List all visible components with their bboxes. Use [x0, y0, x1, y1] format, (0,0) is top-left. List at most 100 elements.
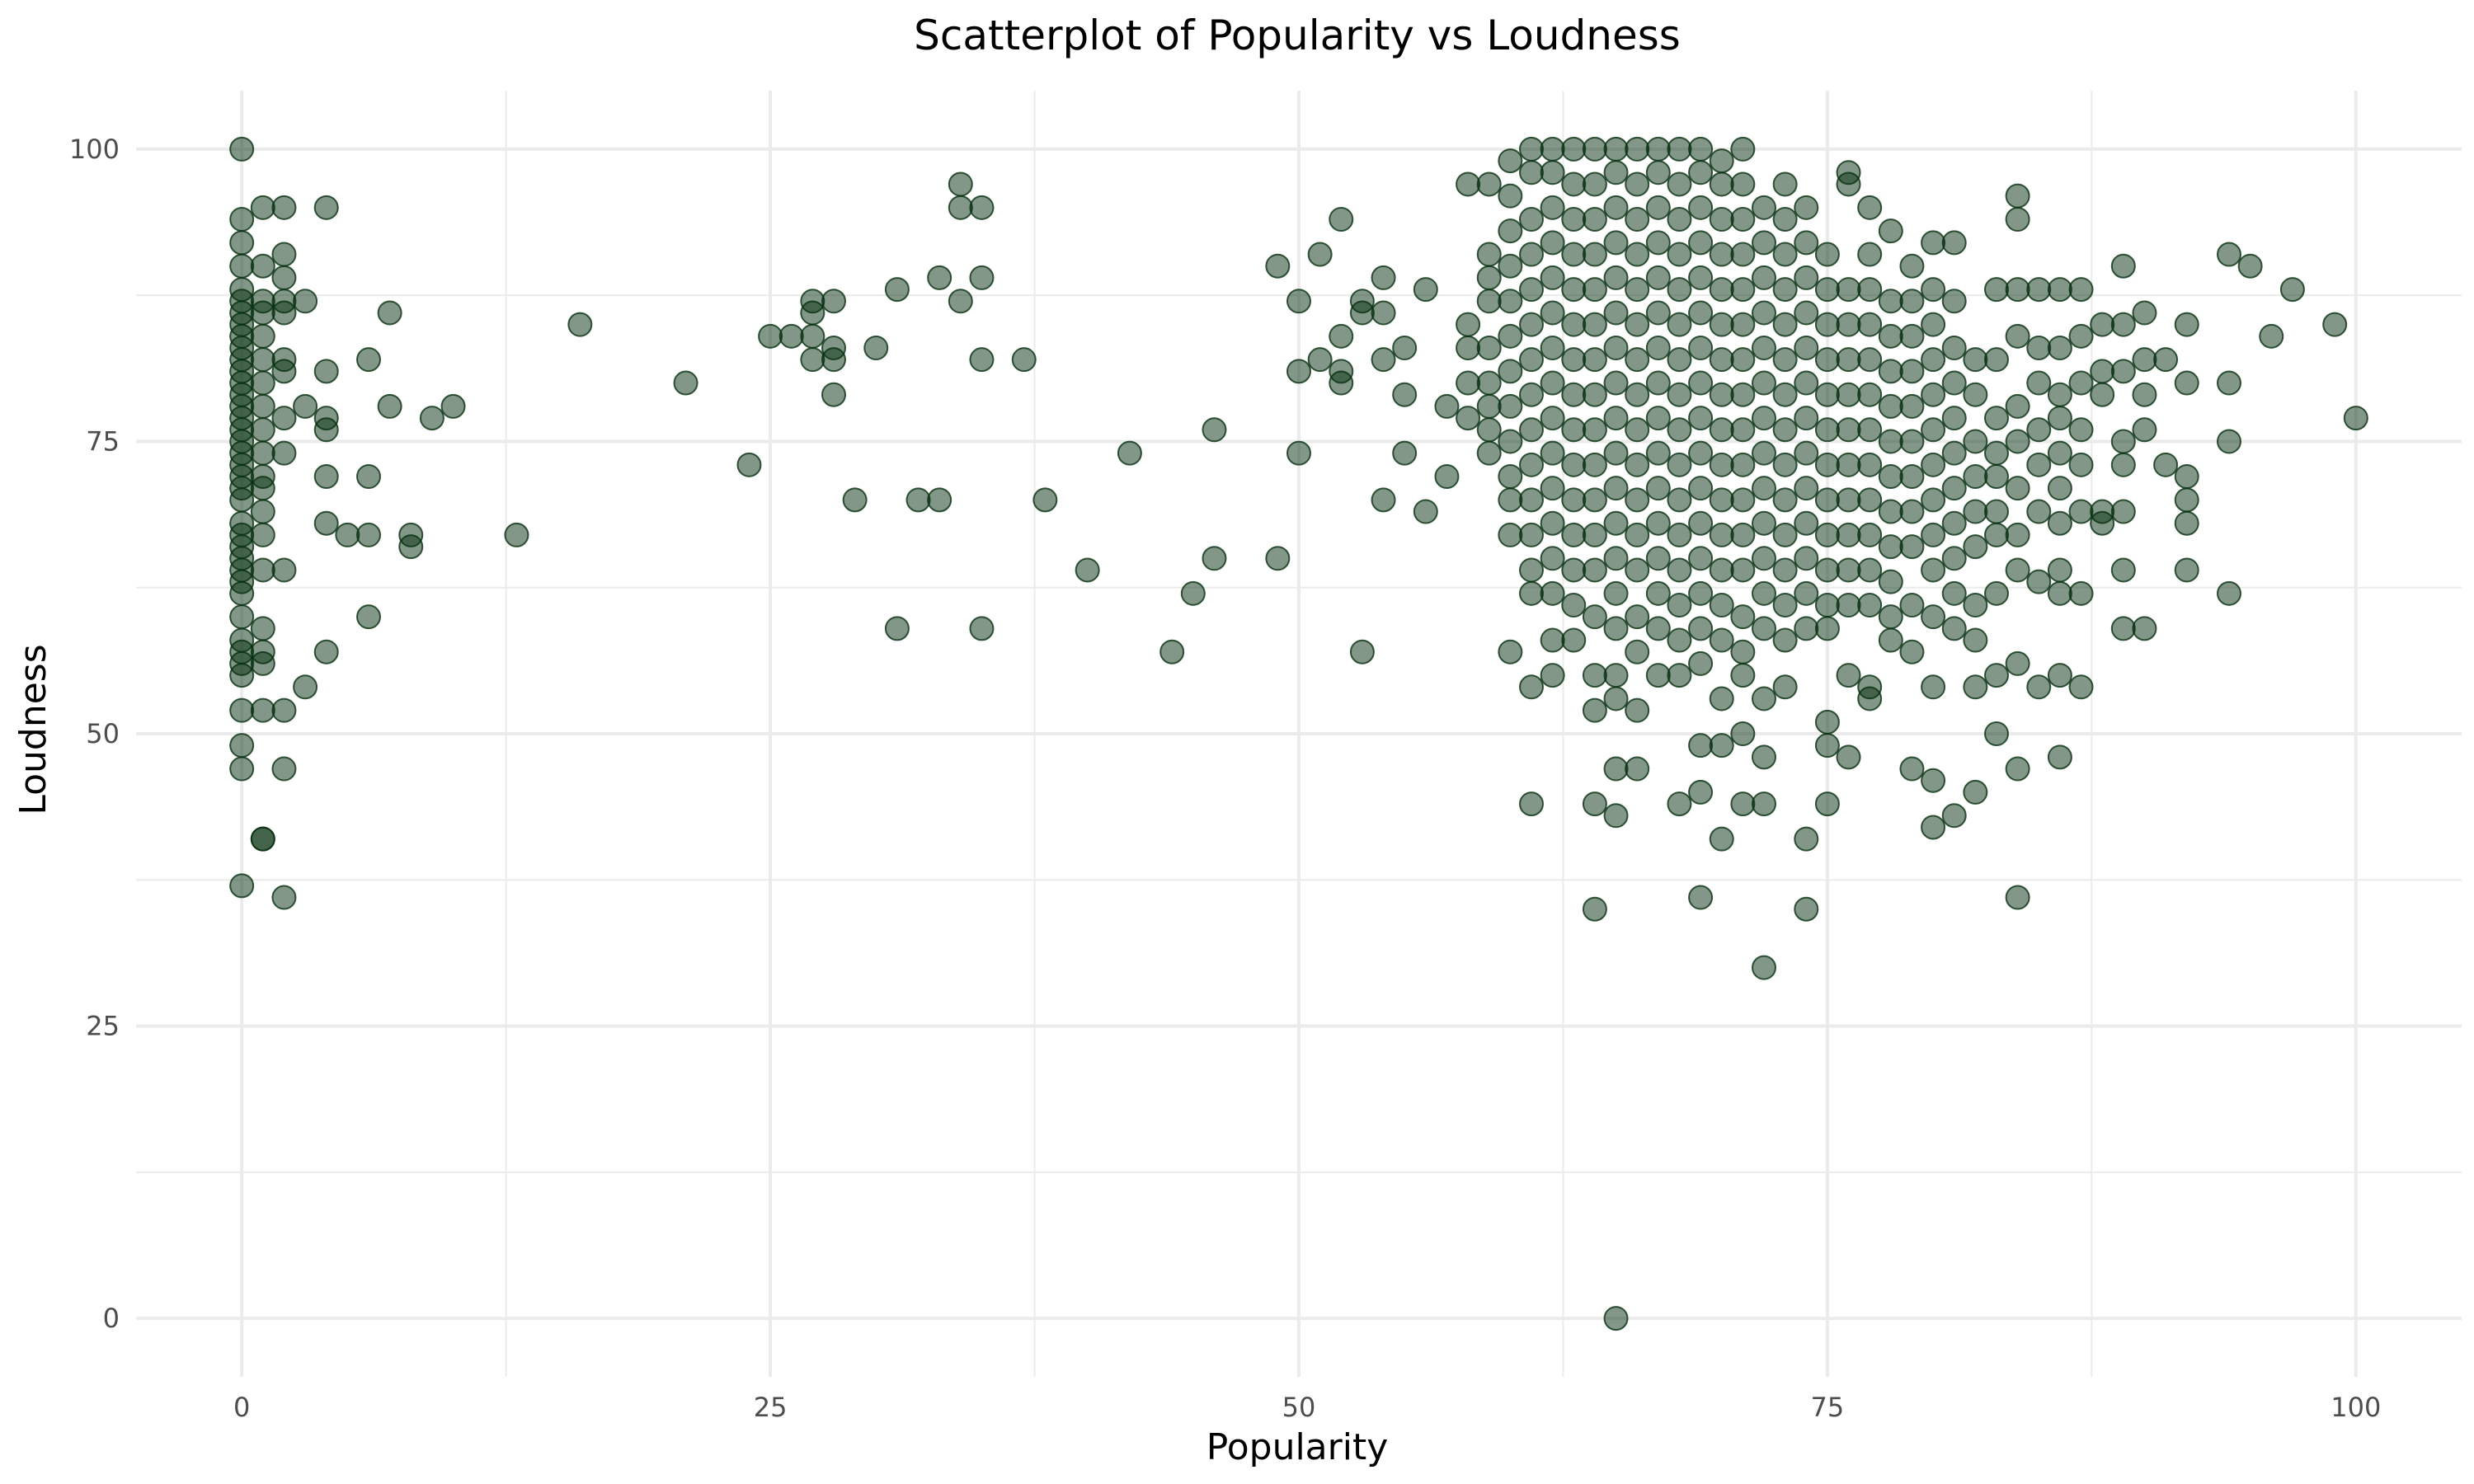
data-point — [2132, 347, 2157, 373]
data-point — [1709, 242, 1734, 267]
data-point — [1836, 347, 1861, 373]
data-point — [250, 347, 275, 373]
data-point — [1963, 674, 1988, 700]
data-point — [1921, 768, 1946, 793]
data-point — [335, 522, 360, 547]
data-point — [1667, 312, 1692, 337]
data-point — [1857, 347, 1883, 373]
data-point — [2068, 277, 2094, 303]
data-point — [229, 604, 255, 630]
data-point — [1921, 382, 1946, 407]
data-point — [440, 393, 466, 419]
data-point — [1941, 476, 1967, 501]
data-point — [1625, 557, 1650, 583]
data-point — [271, 697, 297, 723]
data-point — [1709, 557, 1734, 583]
data-point — [905, 487, 931, 513]
data-point — [1794, 826, 1819, 852]
data-point — [1921, 674, 1946, 700]
data-point — [1752, 195, 1776, 220]
data-point — [1984, 464, 2009, 489]
data-point — [1202, 417, 1227, 443]
data-point — [1772, 207, 1798, 232]
data-point — [1476, 265, 1502, 290]
data-point — [1857, 522, 1883, 547]
data-point — [1582, 663, 1607, 688]
data-point — [1645, 440, 1671, 466]
data-point — [1603, 476, 1629, 501]
data-point — [1582, 171, 1607, 197]
y-tick-label: 100 — [69, 134, 120, 165]
data-point — [1667, 347, 1692, 373]
data-point — [1582, 487, 1607, 513]
x-axis-label: Popularity — [1206, 1426, 1389, 1468]
data-point — [1857, 242, 1883, 267]
data-point — [2068, 417, 2094, 443]
data-point — [1688, 370, 1714, 396]
data-point — [1645, 476, 1671, 501]
data-point — [1625, 487, 1650, 513]
data-point — [1582, 791, 1607, 817]
data-point — [1456, 406, 1481, 431]
data-point — [1772, 417, 1798, 443]
data-point — [1984, 663, 2009, 688]
data-point — [1561, 557, 1587, 583]
data-point — [1688, 546, 1714, 571]
data-point — [821, 289, 846, 314]
data-point — [1921, 452, 1946, 477]
data-point — [1836, 663, 1861, 688]
data-point — [1941, 580, 1967, 606]
data-point — [1688, 300, 1714, 326]
data-point — [1540, 136, 1565, 162]
data-point — [1561, 312, 1587, 337]
data-point — [1519, 312, 1544, 337]
data-point — [1730, 242, 1756, 267]
data-point — [250, 697, 275, 723]
data-point — [1752, 955, 1776, 980]
data-point — [1899, 289, 1925, 314]
data-point — [1413, 499, 1438, 524]
data-point — [2005, 429, 2030, 454]
data-point — [884, 277, 910, 303]
data-point — [1752, 370, 1776, 396]
data-point — [1371, 300, 1396, 326]
data-point — [1498, 183, 1523, 209]
data-point — [2090, 382, 2115, 407]
data-point — [2322, 312, 2348, 337]
data-point — [1498, 253, 1523, 279]
data-point — [969, 347, 995, 373]
data-point — [1984, 406, 2009, 431]
data-point — [1772, 674, 1798, 700]
x-tick-label: 25 — [754, 1392, 788, 1423]
data-point — [1645, 230, 1671, 256]
data-point — [1752, 686, 1776, 711]
data-point — [1752, 791, 1776, 817]
data-point — [1625, 382, 1650, 407]
data-point — [1603, 663, 1629, 688]
data-point — [1878, 499, 1903, 524]
data-point — [1836, 452, 1861, 477]
data-point — [313, 510, 339, 536]
data-point — [1645, 160, 1671, 186]
data-point — [1540, 230, 1565, 256]
data-point — [1984, 721, 2009, 746]
data-point — [1941, 510, 1967, 536]
data-point — [1730, 312, 1756, 337]
data-point — [1836, 417, 1861, 443]
data-point — [1857, 417, 1883, 443]
x-tick-label: 100 — [2331, 1392, 2381, 1423]
data-point — [1963, 382, 1988, 407]
data-point — [1688, 733, 1714, 758]
data-point — [1603, 160, 1629, 186]
data-point — [1286, 289, 1311, 314]
data-point — [2005, 323, 2030, 349]
data-point — [229, 253, 255, 279]
data-point — [1603, 265, 1629, 290]
data-point — [2026, 417, 2052, 443]
data-point — [1540, 370, 1565, 396]
data-point — [271, 300, 297, 326]
data-point — [1984, 580, 2009, 606]
data-point — [1371, 265, 1396, 290]
data-point — [1814, 277, 1840, 303]
data-point — [1688, 580, 1714, 606]
